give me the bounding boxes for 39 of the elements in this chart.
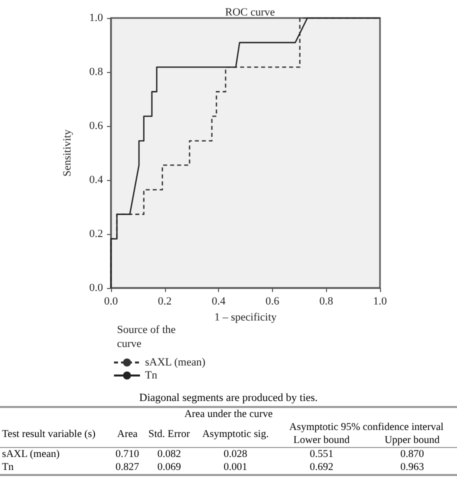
x-tick-label: 0.4 <box>212 296 226 308</box>
text: Test result variable (s) <box>0 421 112 448</box>
y-tick-label: 0.2 <box>89 228 103 240</box>
text: 0.827 <box>112 461 144 475</box>
legend-label: Tn <box>145 370 158 382</box>
text: Asymptotic sig. <box>195 421 276 448</box>
y-tick-label: 1.0 <box>89 12 104 24</box>
text: Area <box>112 421 144 448</box>
x-tick-label: 0.8 <box>319 296 334 308</box>
text: sAXL (mean) <box>1 448 61 461</box>
text: Lower bound <box>276 434 368 448</box>
text: Area under the curve <box>0 407 457 421</box>
y-tick-label: 0.6 <box>89 120 104 132</box>
text: 0.001 <box>195 461 276 475</box>
legend-title: Source of the curve <box>117 324 178 350</box>
text: 0.710 <box>114 448 140 461</box>
x-tick-label: 0.2 <box>158 296 172 308</box>
text: Std. Error <box>143 421 196 448</box>
legend-label: sAXL (mean) <box>145 356 206 368</box>
text: Upper bound <box>367 434 457 448</box>
y-tick-label: 0.8 <box>89 66 104 78</box>
x-axis-title: 1 – specificity <box>214 312 278 324</box>
x-tick-label: 0.6 <box>266 296 280 308</box>
text: 0.082 <box>156 448 182 461</box>
y-tick-label: 0.0 <box>89 282 104 294</box>
text: 0.963 <box>367 461 457 475</box>
text: Diagonal segments are produced by ties. <box>138 392 319 406</box>
text: 0.692 <box>276 461 368 475</box>
y-tick-label: 0.4 <box>89 174 104 186</box>
text: 0.028 <box>222 448 248 461</box>
x-tick-label: 1.0 <box>373 296 388 308</box>
text: 0.069 <box>143 461 196 475</box>
text: 0.551 <box>308 448 334 461</box>
text: Asymptotic 95% confidence interval <box>288 421 445 434</box>
text: Tn <box>0 461 112 475</box>
text: 0.870 <box>399 448 425 461</box>
chart-title: ROC curve <box>225 6 276 18</box>
y-axis-title: Sensitivity <box>62 128 74 177</box>
x-tick-label: 0.0 <box>104 296 118 308</box>
